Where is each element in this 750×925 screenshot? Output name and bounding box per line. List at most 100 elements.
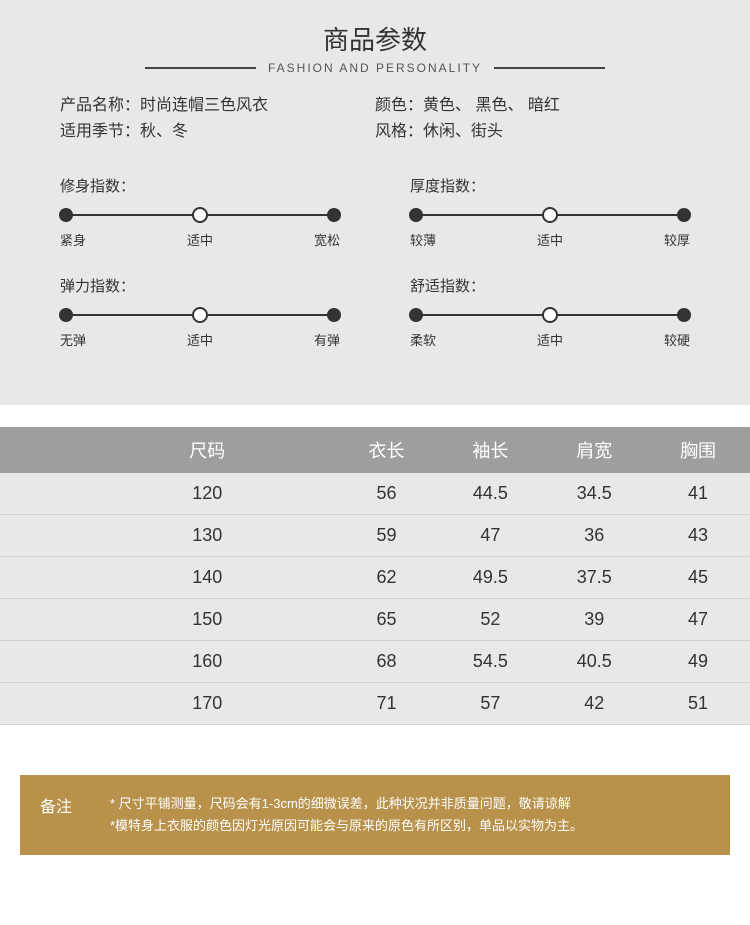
subtitle-line-left — [145, 67, 256, 69]
slider-dot — [542, 207, 558, 223]
slider-dot — [677, 308, 691, 322]
slider-track-wrap — [410, 306, 690, 324]
table-cell: 39 — [542, 599, 646, 641]
table-cell: 40.5 — [542, 641, 646, 683]
table-cell: 68 — [335, 641, 439, 683]
table-cell: 37.5 — [542, 557, 646, 599]
slider-tick-label: 较硬 — [664, 330, 690, 349]
subtitle-wrap: FASHION AND PERSONALITY — [145, 61, 605, 75]
main-title: 商品参数 — [0, 20, 750, 57]
table-cell: 54.5 — [438, 641, 542, 683]
attr-col-left: 产品名称：时尚连帽三色风衣 适用季节：秋、冬 — [60, 93, 375, 145]
slider-dot — [59, 208, 73, 222]
table-cell: 130 — [0, 515, 335, 557]
slider-label: 厚度指数： — [410, 175, 690, 196]
table-cell: 170 — [0, 683, 335, 725]
attr-label: 风格： — [375, 123, 423, 140]
table-header-cell: 尺码 — [0, 427, 335, 473]
attr-item: 风格：休闲、街头 — [375, 119, 690, 145]
slider-track-wrap — [60, 306, 340, 324]
slider: 弹力指数： 无弹 适中 有弹 — [60, 275, 340, 349]
table-cell: 49 — [646, 641, 750, 683]
slider-tick-label: 较厚 — [664, 230, 690, 249]
note-box: 备注 * 尺寸平铺测量，尺码会有1-3cm的细微误差，此种状况并非质量问题，敬请… — [20, 775, 730, 855]
table-cell: 71 — [335, 683, 439, 725]
table-cell: 51 — [646, 683, 750, 725]
attr-label: 适用季节： — [60, 123, 140, 140]
subtitle-line-right — [494, 67, 605, 69]
note-text: * 尺寸平铺测量，尺码会有1-3cm的细微误差，此种状况并非质量问题，敬请谅解 … — [110, 793, 583, 837]
slider-dot — [677, 208, 691, 222]
attr-item: 产品名称：时尚连帽三色风衣 — [60, 93, 375, 119]
slider-tick-label: 无弹 — [60, 330, 86, 349]
table-cell: 120 — [0, 473, 335, 515]
slider-tick-label: 宽松 — [314, 230, 340, 249]
table-cell: 56 — [335, 473, 439, 515]
table-cell: 140 — [0, 557, 335, 599]
slider-tick-label: 适中 — [187, 330, 213, 349]
attr-item: 适用季节：秋、冬 — [60, 119, 375, 145]
slider-dot — [192, 307, 208, 323]
slider: 修身指数： 紧身 适中 宽松 — [60, 175, 340, 249]
product-params-panel: 商品参数 FASHION AND PERSONALITY 产品名称：时尚连帽三色… — [0, 0, 750, 405]
slider: 舒适指数： 柔软 适中 较硬 — [410, 275, 690, 349]
table-header-cell: 胸围 — [646, 427, 750, 473]
slider-dot — [542, 307, 558, 323]
slider-ticks: 无弹 适中 有弹 — [60, 330, 340, 349]
slider-label: 修身指数： — [60, 175, 340, 196]
table-cell: 45 — [646, 557, 750, 599]
slider-tick-label: 适中 — [537, 330, 563, 349]
attr-value: 黄色、 黑色、 暗红 — [423, 97, 560, 114]
note-line: *模特身上衣服的颜色因灯光原因可能会与原来的原色有所区别，单品以实物为主。 — [110, 815, 583, 837]
table-cell: 34.5 — [542, 473, 646, 515]
table-row: 17071574251 — [0, 683, 750, 725]
attributes-row: 产品名称：时尚连帽三色风衣 适用季节：秋、冬 颜色：黄色、 黑色、 暗红 风格：… — [0, 75, 750, 145]
table-header-row: 尺码衣长袖长肩宽胸围 — [0, 427, 750, 473]
table-row: 13059473643 — [0, 515, 750, 557]
slider-dot — [409, 208, 423, 222]
slider-tick-label: 适中 — [537, 230, 563, 249]
title-row: 商品参数 FASHION AND PERSONALITY — [0, 20, 750, 75]
table-cell: 41 — [646, 473, 750, 515]
attr-value: 休闲、街头 — [423, 123, 503, 140]
slider-tick-label: 有弹 — [314, 330, 340, 349]
slider-label: 舒适指数： — [410, 275, 690, 296]
attr-value: 秋、冬 — [140, 123, 188, 140]
slider-dot — [327, 308, 341, 322]
table-cell: 62 — [335, 557, 439, 599]
table-row: 1406249.537.545 — [0, 557, 750, 599]
table-cell: 47 — [646, 599, 750, 641]
note-label: 备注 — [40, 793, 110, 817]
slider-dot — [409, 308, 423, 322]
table-cell: 43 — [646, 515, 750, 557]
attr-label: 颜色： — [375, 97, 423, 114]
slider-ticks: 柔软 适中 较硬 — [410, 330, 690, 349]
slider-dot — [327, 208, 341, 222]
slider-track-wrap — [60, 206, 340, 224]
slider: 厚度指数： 较薄 适中 较厚 — [410, 175, 690, 249]
slider-tick-label: 紧身 — [60, 230, 86, 249]
table-cell: 160 — [0, 641, 335, 683]
table-cell: 42 — [542, 683, 646, 725]
slider-tick-label: 较薄 — [410, 230, 436, 249]
slider-label: 弹力指数： — [60, 275, 340, 296]
attr-col-right: 颜色：黄色、 黑色、 暗红 风格：休闲、街头 — [375, 93, 690, 145]
table-header-cell: 肩宽 — [542, 427, 646, 473]
note-line: * 尺寸平铺测量，尺码会有1-3cm的细微误差，此种状况并非质量问题，敬请谅解 — [110, 793, 583, 815]
table-row: 1205644.534.541 — [0, 473, 750, 515]
table-cell: 57 — [438, 683, 542, 725]
attr-item: 颜色：黄色、 黑色、 暗红 — [375, 93, 690, 119]
table-body: 1205644.534.541130594736431406249.537.54… — [0, 473, 750, 725]
table-cell: 47 — [438, 515, 542, 557]
slider-tick-label: 柔软 — [410, 330, 436, 349]
subtitle: FASHION AND PERSONALITY — [256, 61, 494, 75]
slider-ticks: 紧身 适中 宽松 — [60, 230, 340, 249]
table-header-cell: 衣长 — [335, 427, 439, 473]
attr-value: 时尚连帽三色风衣 — [140, 97, 268, 114]
table-header-cell: 袖长 — [438, 427, 542, 473]
sliders-grid: 修身指数：紧身适中宽松厚度指数：较薄适中较厚弹力指数：无弹适中有弹舒适指数：柔软… — [0, 145, 750, 375]
spacer — [0, 405, 750, 427]
slider-tick-label: 适中 — [187, 230, 213, 249]
table-row: 15065523947 — [0, 599, 750, 641]
table-cell: 49.5 — [438, 557, 542, 599]
